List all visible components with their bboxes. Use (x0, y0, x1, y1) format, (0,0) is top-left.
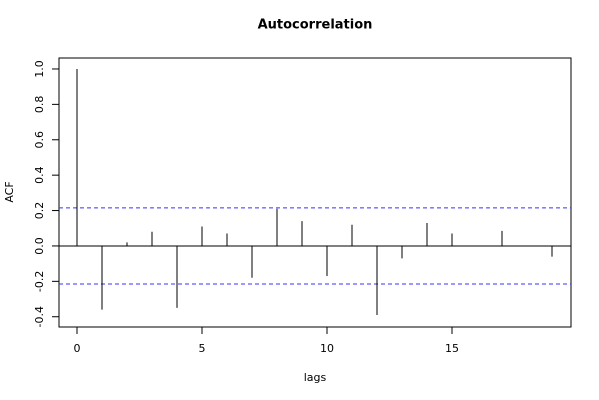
y-axis-label: ACF (3, 181, 16, 202)
y-tick-label: 0.4 (33, 166, 46, 184)
y-tick-label: 0.6 (33, 131, 46, 149)
chart-title: Autocorrelation (258, 18, 373, 33)
y-tick-label: 0.0 (33, 237, 46, 255)
plot-frame (58, 57, 572, 328)
y-tick-label: 1.0 (33, 60, 46, 78)
x-axis-label: lags (304, 371, 327, 384)
x-tick-label: 0 (74, 342, 81, 355)
y-tick-label: 0.2 (33, 202, 46, 220)
x-tick-label: 5 (199, 342, 206, 355)
y-tick-label: -0.4 (33, 306, 46, 327)
x-tick-label: 10 (320, 342, 334, 355)
x-tick-label: 15 (445, 342, 459, 355)
y-tick-label: -0.2 (33, 271, 46, 292)
y-tick-label: 0.8 (33, 96, 46, 114)
